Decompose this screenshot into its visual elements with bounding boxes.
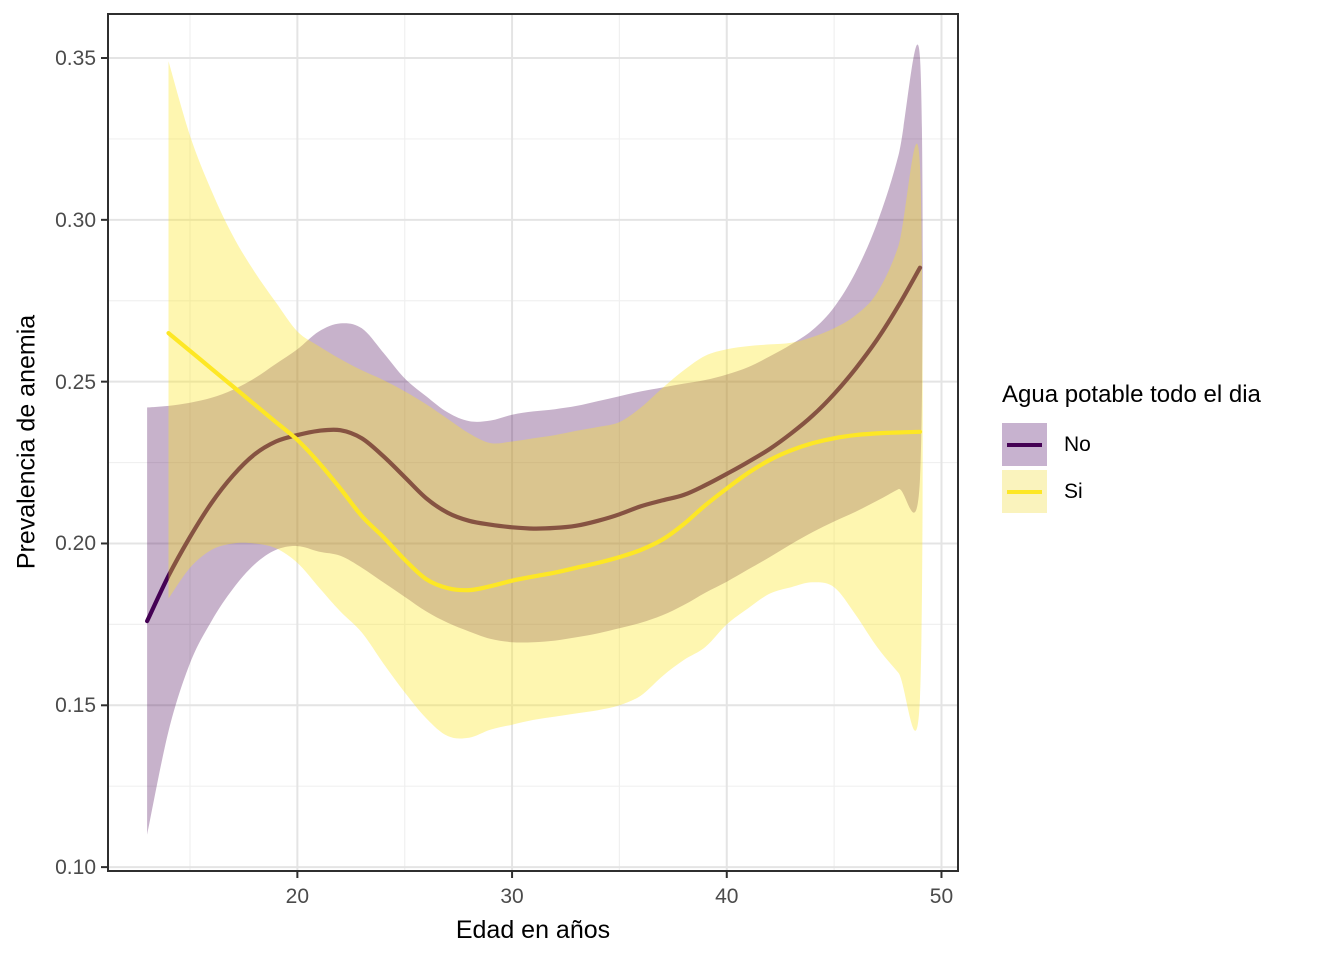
legend-entry-no: No: [1002, 423, 1342, 466]
ribbon-no: [147, 44, 923, 835]
x-tick-label: 40: [715, 885, 739, 908]
legend-label-no: No: [1064, 432, 1091, 456]
legend-swatch-si: [1002, 470, 1047, 513]
y-tick-label: 0.35: [55, 47, 96, 70]
y-tick-label: 0.30: [55, 208, 96, 232]
y-axis-title: Prevalencia de anemia: [12, 314, 41, 570]
line-no: [145, 265, 923, 624]
x-tick-label: 20: [285, 885, 310, 908]
legend-label-si: Si: [1064, 479, 1083, 503]
x-tick-label: 50: [929, 885, 954, 908]
line-si: [166, 331, 923, 593]
legend: Agua potable todo el dia No Si: [1002, 381, 1342, 517]
ribbon-si: [168, 61, 923, 739]
legend-entry-si: Si: [1002, 470, 1342, 513]
x-tick-label: 30: [500, 885, 524, 908]
panel-border: [107, 13, 959, 872]
legend-title: Agua potable todo el dia: [1002, 381, 1261, 408]
legend-line-si-icon: [1007, 489, 1042, 494]
y-tick-label: 0.20: [55, 532, 96, 556]
x-axis-title: Edad en años: [455, 916, 611, 944]
y-tick-label: 0.25: [55, 370, 96, 394]
legend-swatch-no: [1002, 423, 1047, 466]
y-tick-label: 0.15: [55, 694, 96, 718]
y-tick-label: 0.10: [55, 856, 96, 880]
legend-line-no-icon: [1007, 442, 1042, 447]
